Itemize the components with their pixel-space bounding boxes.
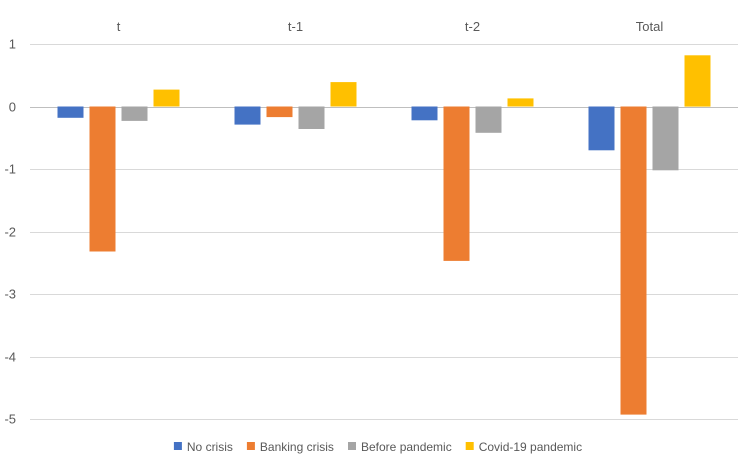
y-tick-label: -1 xyxy=(4,162,16,177)
y-axis-tick-labels: 1 0 -1 -2 -3 -4 -5 xyxy=(4,37,16,427)
bar xyxy=(153,89,180,107)
category-label: t-2 xyxy=(465,19,480,34)
y-tick-label: -3 xyxy=(4,287,16,302)
bar xyxy=(684,55,711,107)
legend-item: Banking crisis xyxy=(246,440,334,454)
bar xyxy=(620,106,647,415)
bar xyxy=(507,98,534,107)
bar xyxy=(89,106,116,252)
bar xyxy=(588,106,615,151)
category-labels: t t-1 t-2 Total xyxy=(117,19,664,34)
legend-label: No crisis xyxy=(187,440,233,454)
legend-swatch xyxy=(465,442,474,450)
category-label: Total xyxy=(636,19,664,34)
gridlines xyxy=(30,44,738,420)
bar xyxy=(57,106,84,118)
legend-swatch xyxy=(173,442,182,450)
bar xyxy=(330,82,357,107)
legend-item: Covid-19 pandemic xyxy=(465,440,582,454)
y-tick-label: 1 xyxy=(9,37,16,52)
legend-swatch xyxy=(246,442,255,450)
legend-item: No crisis xyxy=(173,440,233,454)
y-tick-label: -4 xyxy=(4,350,16,365)
legend-label: Covid-19 pandemic xyxy=(479,440,582,454)
y-tick-label: 0 xyxy=(9,100,16,115)
legend-label: Before pandemic xyxy=(361,440,452,454)
category-label: t-1 xyxy=(288,19,303,34)
bar xyxy=(443,106,470,261)
bar xyxy=(411,106,438,121)
bar xyxy=(652,106,679,171)
bar xyxy=(234,106,261,125)
bar xyxy=(475,106,502,133)
bar xyxy=(298,106,325,129)
bar xyxy=(266,106,293,118)
bar xyxy=(121,106,148,121)
category-label: t xyxy=(117,19,121,34)
bars xyxy=(57,55,711,415)
legend-swatch xyxy=(348,442,356,450)
y-tick-label: -5 xyxy=(4,412,16,427)
y-tick-label: -2 xyxy=(4,225,16,240)
legend: No crisis Banking crisis Before pandemic Co… xyxy=(173,440,582,454)
legend-item: Before pandemic xyxy=(348,440,452,454)
legend-label: Banking crisis xyxy=(260,440,334,454)
